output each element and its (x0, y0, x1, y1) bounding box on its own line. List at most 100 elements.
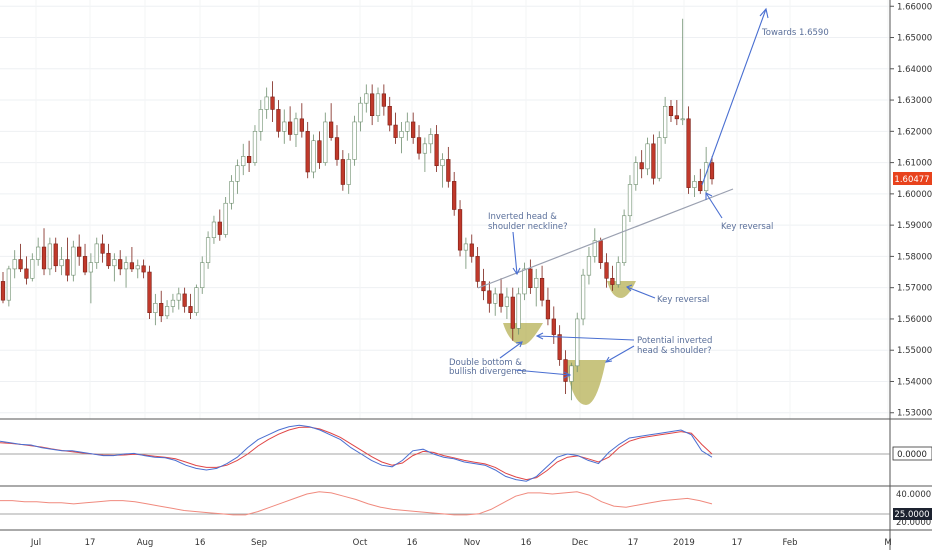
potential-arrow-left (536, 335, 635, 341)
candle-body (82, 256, 88, 273)
candle (399, 121, 404, 154)
candle-body (528, 268, 533, 288)
candle (217, 209, 222, 241)
candle-body (692, 181, 697, 188)
candle-body (575, 318, 580, 367)
candle-body (77, 246, 82, 257)
candle-body (282, 121, 287, 132)
candle (100, 234, 105, 263)
candle-body (539, 277, 545, 301)
candle (41, 228, 47, 276)
oscillator-line (0, 491, 713, 516)
candle (563, 350, 568, 394)
candle-body (375, 93, 381, 116)
candle (6, 265, 11, 307)
candle-body (645, 143, 650, 170)
price-tick-label: 1.60000 (897, 190, 932, 200)
candle (358, 96, 363, 132)
candle-body (59, 259, 64, 267)
candle-body (147, 271, 152, 313)
candle-body (276, 109, 281, 132)
candle (516, 287, 521, 335)
candle (422, 137, 428, 172)
candle-body (633, 162, 638, 185)
candle-body (229, 181, 234, 204)
candle (510, 287, 515, 341)
candle (481, 268, 486, 301)
candle (18, 243, 23, 273)
candle-body (364, 93, 369, 104)
candle (88, 253, 94, 304)
candle (657, 131, 662, 182)
candle-body (428, 134, 433, 145)
candle (463, 237, 469, 269)
candle-body (94, 243, 99, 263)
target-arrow (701, 8, 767, 186)
key-reversal-right-arrow (705, 192, 723, 219)
candle (452, 171, 457, 216)
candle (698, 168, 703, 194)
candle-body (399, 131, 404, 138)
candle-body (381, 93, 386, 107)
candle-body (141, 265, 146, 273)
candle-body (504, 296, 510, 307)
candle (610, 265, 615, 291)
candle (264, 87, 269, 119)
candle-body (211, 221, 217, 238)
double-bottom-arrow-bottom (514, 369, 571, 376)
candle-body (709, 162, 715, 180)
macd-signal-line (0, 426, 713, 481)
time-tick-label: 17 (85, 538, 96, 548)
candle (387, 96, 392, 132)
candle-body (71, 246, 76, 276)
candle-body (293, 118, 299, 135)
annotation-texts: Inverted head & shoulder neckline? Towar… (449, 28, 829, 377)
candle (94, 237, 99, 269)
candle-body (12, 259, 17, 270)
candle (405, 112, 410, 141)
candle (522, 262, 527, 301)
candle (59, 247, 64, 276)
candle (258, 100, 263, 141)
price-tick-label: 1.56000 (897, 315, 932, 325)
candle-body (487, 290, 492, 304)
candle (551, 306, 556, 344)
time-tick-label: 2019 (673, 538, 695, 548)
candle-body (469, 243, 474, 257)
candle (680, 18, 685, 126)
candle-body (534, 277, 539, 288)
candle (282, 109, 287, 144)
candle-body (176, 293, 181, 301)
candle (153, 293, 158, 326)
candle (592, 228, 597, 263)
candle (557, 325, 562, 366)
macd-lines (0, 424, 713, 482)
neckline-label-line1: Inverted head & (488, 212, 557, 222)
candle-body (639, 162, 644, 170)
candle (53, 237, 58, 273)
candle-body (610, 277, 615, 285)
candle (352, 115, 357, 166)
candle (176, 287, 181, 310)
last-price-tag: 1.60477 (893, 172, 932, 185)
key-reversal-mid-arrow (626, 286, 656, 299)
candle-body (411, 121, 416, 138)
candle (539, 265, 545, 307)
candle (323, 112, 328, 166)
candle-body (440, 159, 445, 167)
price-tick-label: 1.55000 (897, 346, 932, 356)
candle (627, 175, 633, 223)
candle-body (18, 259, 23, 270)
candle (446, 146, 451, 188)
candle-body (188, 306, 193, 313)
candle-body (498, 293, 504, 307)
candle-body (557, 334, 562, 360)
pattern-shapes (503, 281, 636, 405)
candle-body (30, 259, 35, 279)
candle-body (258, 109, 263, 132)
candle (434, 125, 439, 172)
candle (276, 100, 281, 138)
potential-label-line1: Potential inverted (637, 336, 712, 346)
candle (246, 140, 252, 172)
price-tick-label: 1.58000 (897, 252, 932, 262)
